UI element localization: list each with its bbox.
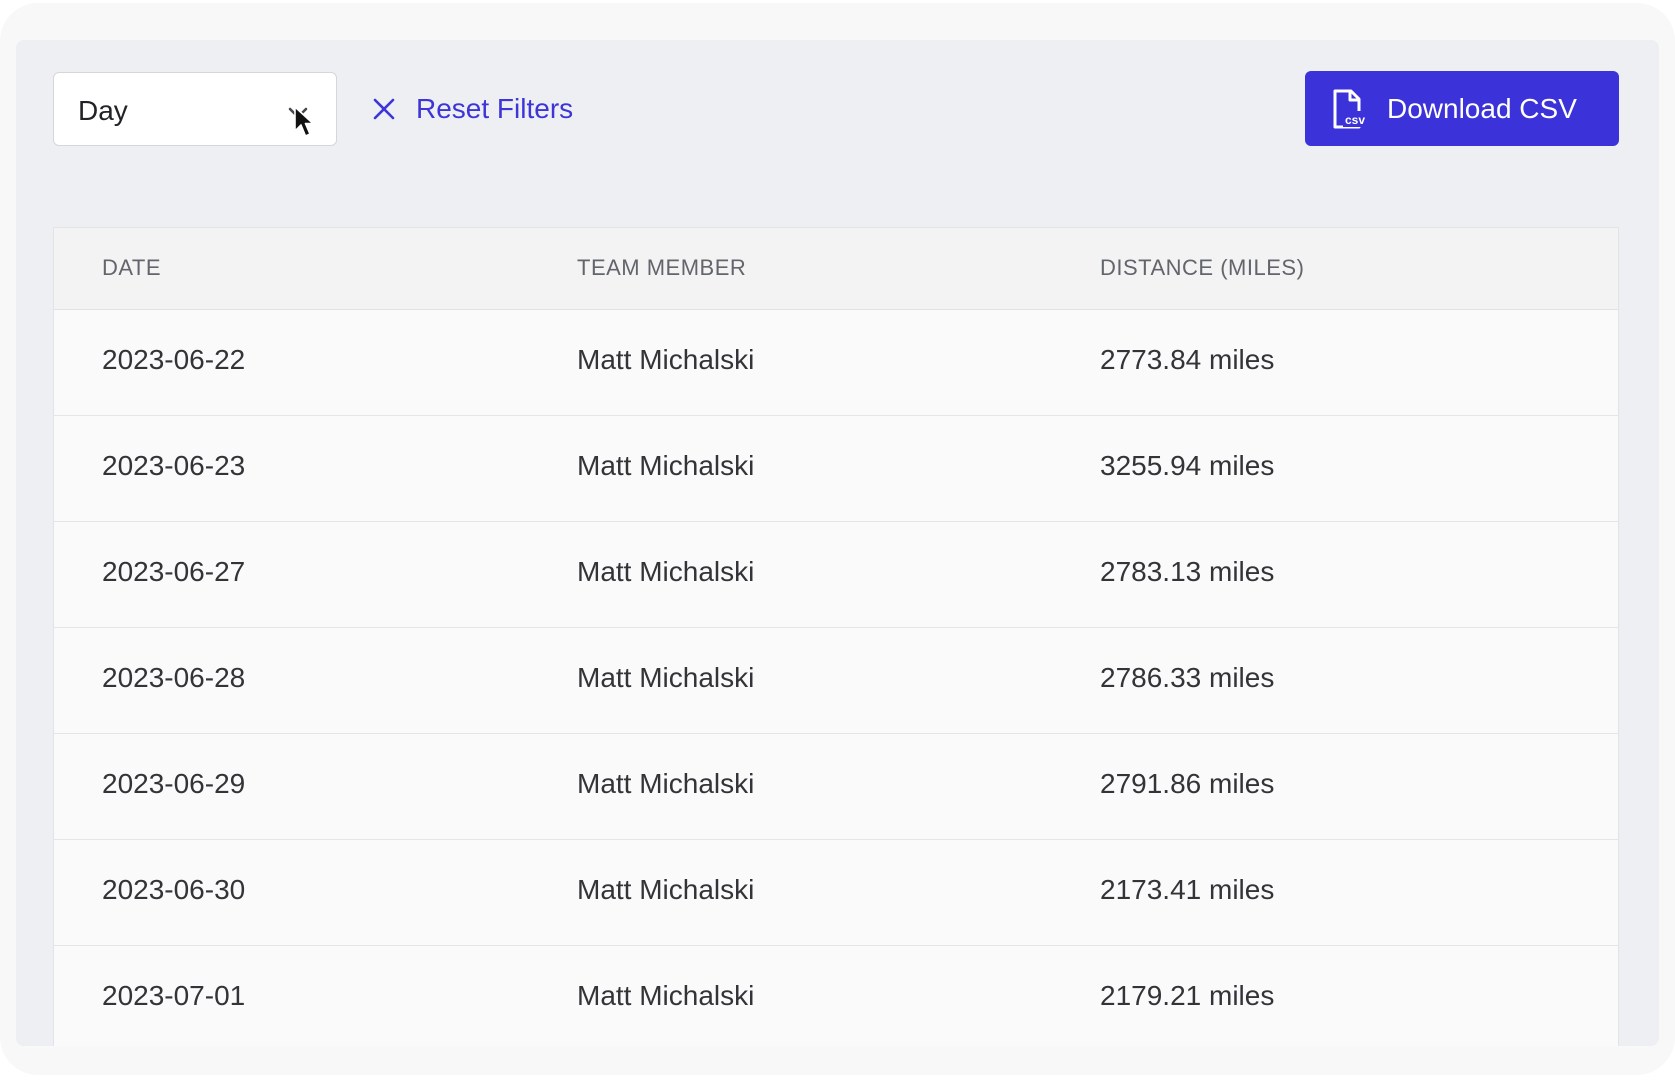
cell-date: 2023-06-30 [102,874,246,905]
cell-distance: 2783.13 miles [1100,556,1275,587]
svg-text:csv: csv [1345,113,1365,127]
table-row: 2023-06-30 Matt Michalski 2173.41 miles [54,840,1618,946]
cell-distance: 2179.21 miles [1100,980,1275,1011]
table-row: 2023-06-23 Matt Michalski 3255.94 miles [54,416,1618,522]
download-csv-label: Download CSV [1387,92,1577,124]
cell-date: 2023-06-27 [102,556,246,587]
table-row: 2023-06-27 Matt Michalski 2783.13 miles [54,522,1618,628]
cell-team-member: Matt Michalski [577,556,755,587]
cell-date: 2023-07-01 [102,980,246,1011]
filter-toolbar: Day Reset Filters csv [16,40,1659,190]
cell-date: 2023-06-23 [102,450,246,481]
column-header-distance[interactable]: DISTANCE (MILES) [1100,255,1305,280]
reset-filters-label: Reset Filters [416,93,574,124]
report-panel: Day Reset Filters csv [16,40,1659,1046]
cell-team-member: Matt Michalski [577,874,755,905]
table-row: 2023-06-28 Matt Michalski 2786.33 miles [54,628,1618,734]
reset-filters-button[interactable]: Reset Filters [372,72,573,146]
cell-distance: 2173.41 miles [1100,874,1275,905]
table-row: 2023-06-29 Matt Michalski 2791.86 miles [54,734,1618,840]
table-row: 2023-06-22 Matt Michalski 2773.84 miles [54,310,1618,416]
app-frame: Day Reset Filters csv [0,3,1675,1075]
cell-date: 2023-06-28 [102,662,246,693]
cell-distance: 3255.94 miles [1100,450,1275,481]
cell-distance: 2786.33 miles [1100,662,1275,693]
cell-distance: 2791.86 miles [1100,768,1275,799]
cell-team-member: Matt Michalski [577,768,755,799]
period-select-value: Day [78,95,128,126]
cell-distance: 2773.84 miles [1100,344,1275,375]
close-icon [373,98,395,120]
cell-team-member: Matt Michalski [577,980,755,1011]
mouse-pointer-icon [294,106,314,137]
cell-team-member: Matt Michalski [577,450,755,481]
distance-table: DATE TEAM MEMBER DISTANCE (MILES) 2023-0… [53,227,1619,1046]
table-row: 2023-07-01 Matt Michalski 2179.21 miles [54,946,1618,1046]
column-header-team-member[interactable]: TEAM MEMBER [577,255,747,280]
download-csv-button[interactable]: csv Download CSV [1305,71,1619,146]
cell-date: 2023-06-22 [102,344,246,375]
cell-team-member: Matt Michalski [577,344,755,375]
csv-file-icon: csv [1333,89,1373,128]
column-header-date[interactable]: DATE [102,255,162,280]
cell-date: 2023-06-29 [102,768,246,799]
period-select[interactable]: Day [53,72,337,146]
cell-team-member: Matt Michalski [577,662,755,693]
table-header-row: DATE TEAM MEMBER DISTANCE (MILES) [54,228,1618,310]
